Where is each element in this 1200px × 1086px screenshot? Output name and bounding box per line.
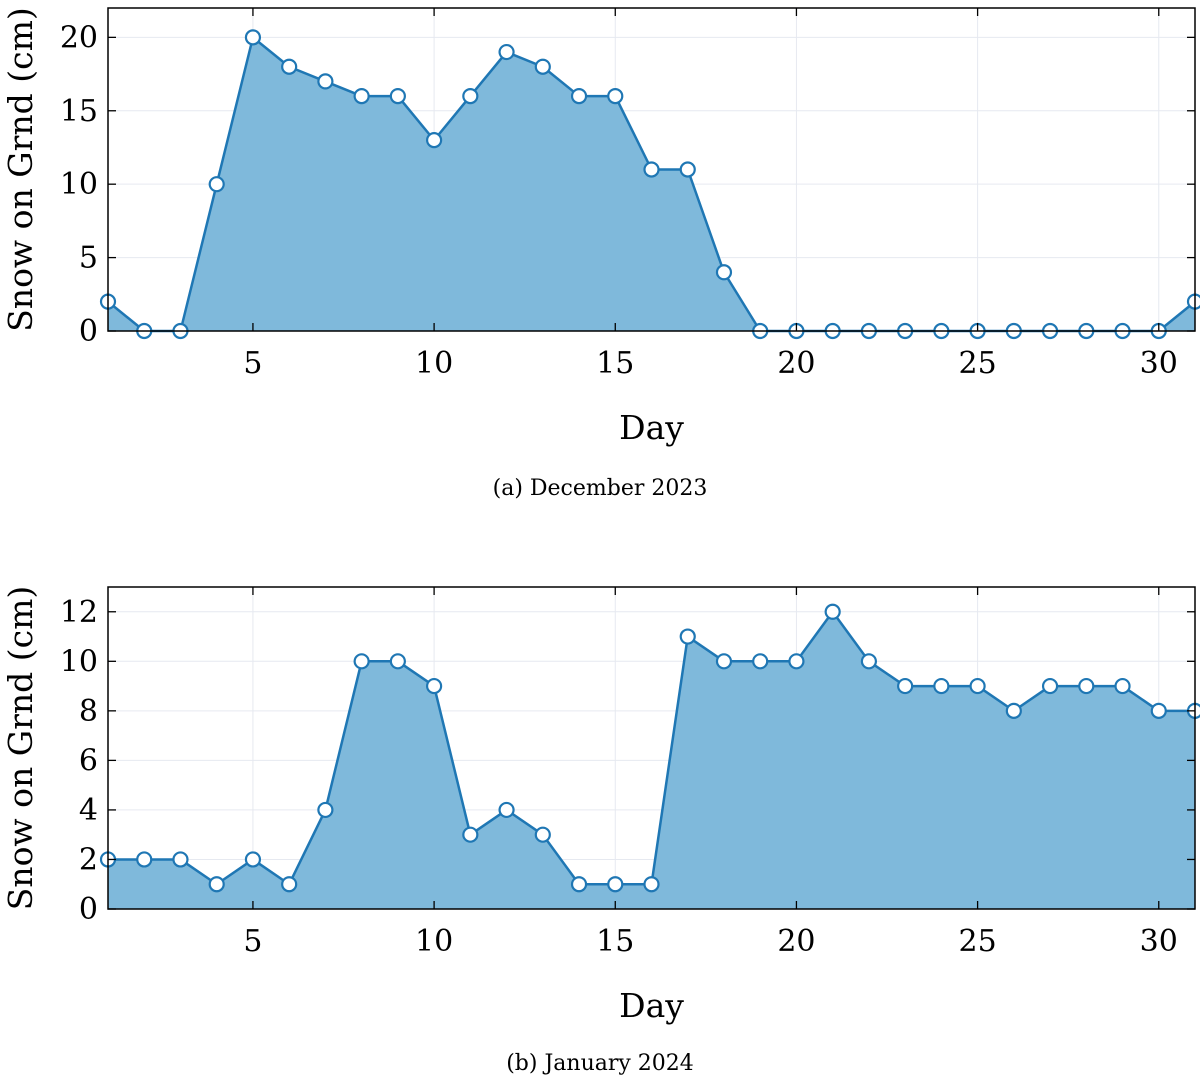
x-tick-label: 10 (415, 924, 453, 959)
plot-frame (107, 586, 1196, 910)
data-point (498, 801, 515, 819)
data-point (969, 677, 986, 695)
x-tick-label: 10 (415, 346, 453, 381)
x-tick-label: 15 (596, 346, 634, 381)
x-tick-label: 30 (1140, 924, 1178, 959)
data-point (1150, 702, 1167, 719)
chart-caption: (a) December 2023 (492, 476, 708, 501)
data-point (1041, 677, 1059, 695)
y-tick-label: 15 (60, 94, 98, 129)
x-tick-label: 5 (243, 924, 262, 959)
chart-caption: (b) January 2024 (506, 1051, 694, 1076)
data-point (534, 826, 551, 843)
data-point (715, 653, 733, 670)
data-point (679, 161, 696, 178)
data-point (317, 73, 334, 90)
y-tick-label: 5 (79, 241, 98, 276)
data-point (643, 161, 660, 178)
x-tick-label: 30 (1140, 346, 1178, 381)
data-point (281, 58, 298, 75)
x-axis-label: Day (619, 408, 684, 447)
data-point (389, 87, 406, 105)
data-point (1186, 293, 1200, 310)
data-point (426, 677, 443, 695)
x-tick-label: 5 (243, 346, 262, 381)
x-axis-label: Day (619, 986, 684, 1025)
chart-december-svg: 5 10 15 20 25 30 0 5 10 15 20 Day Snow on Grnd (cm) (1, 7, 1200, 447)
data-point (534, 58, 551, 75)
data-point (860, 653, 878, 670)
data-point (824, 603, 841, 620)
x-tick-label: 15 (596, 924, 634, 959)
x-tick-label: 25 (959, 924, 997, 959)
chart-panel-january: 5 10 15 20 25 30 0 2 4 6 8 10 12 Day Snow on Grnd (cm)… (0, 540, 1200, 1086)
y-axis-label: Snow on Grnd (cm) (1, 586, 40, 911)
data-point (498, 43, 515, 61)
y-tick-label: 8 (79, 694, 98, 729)
data-point (172, 851, 189, 868)
data-point (643, 876, 660, 893)
data-point (897, 677, 914, 695)
y-axis-label: Snow on Grnd (cm) (1, 7, 40, 332)
x-tick-label: 20 (777, 924, 815, 959)
data-point (1005, 702, 1022, 719)
data-point (607, 87, 624, 105)
y-tick-label: 20 (60, 20, 98, 55)
data-point (570, 876, 588, 893)
y-tick-label: 10 (60, 644, 98, 679)
data-point (353, 653, 370, 670)
data-point (715, 264, 733, 281)
data-point (462, 826, 479, 843)
data-point (208, 876, 225, 893)
y-tick-label: 2 (79, 842, 98, 877)
x-tick-label: 25 (959, 346, 997, 381)
chart-panel-december: 5 10 15 20 25 30 0 5 10 15 20 Day Snow on Grnd (cm) … (0, 0, 1200, 520)
area-fill (108, 37, 1195, 331)
data-point (570, 87, 588, 105)
y-tick-label: 0 (79, 314, 98, 349)
data-point (281, 876, 298, 893)
data-point (426, 132, 443, 149)
y-tick-label: 6 (79, 743, 98, 778)
x-tick-label: 20 (777, 346, 815, 381)
y-tick-label: 10 (60, 167, 98, 202)
data-point (136, 851, 153, 868)
chart-january-svg: 5 10 15 20 25 30 0 2 4 6 8 10 12 Day Snow on Grnd (cm) (1, 586, 1200, 1025)
data-point (788, 653, 805, 670)
data-point (353, 87, 370, 105)
data-point (933, 677, 950, 695)
data-point (607, 876, 624, 893)
data-point (1078, 677, 1095, 695)
data-point (208, 176, 225, 193)
data-point (679, 628, 696, 645)
y-tick-label: 4 (79, 793, 98, 828)
data-point (1114, 677, 1131, 695)
data-point (752, 653, 769, 670)
y-tick-label: 12 (60, 595, 98, 630)
data-point (317, 801, 334, 819)
data-point (389, 653, 406, 670)
data-point (244, 851, 262, 868)
data-point (244, 29, 262, 46)
data-point (462, 87, 479, 105)
y-tick-label: 0 (79, 892, 98, 927)
plot-frame (107, 7, 1196, 332)
